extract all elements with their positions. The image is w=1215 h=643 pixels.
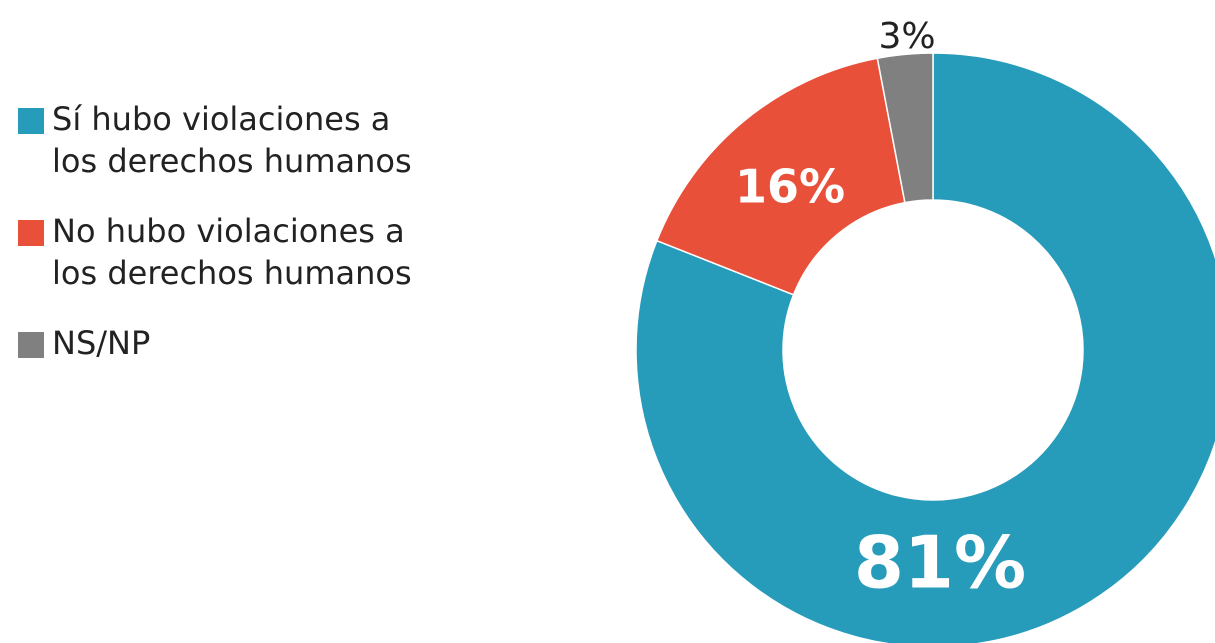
data-label: 16%: [735, 160, 845, 214]
donut-segment: [655, 57, 906, 296]
legend-label: NS/NP: [52, 324, 151, 362]
legend-swatch: [18, 108, 44, 134]
donut-segment: [876, 52, 934, 204]
legend-item: Sí hubo violaciones a los derechos human…: [18, 98, 418, 182]
data-label: 3%: [878, 16, 935, 57]
legend-item: NS/NP: [18, 322, 418, 364]
donut-segment: [635, 52, 1215, 643]
legend-swatch: [18, 220, 44, 246]
legend-item: No hubo violaciones a los derechos human…: [18, 210, 418, 294]
legend-swatch: [18, 332, 44, 358]
data-label: 81%: [854, 521, 1026, 605]
legend: Sí hubo violaciones a los derechos human…: [18, 98, 418, 392]
legend-label: Sí hubo violaciones a los derechos human…: [52, 100, 412, 180]
legend-label: No hubo violaciones a los derechos human…: [52, 212, 412, 292]
